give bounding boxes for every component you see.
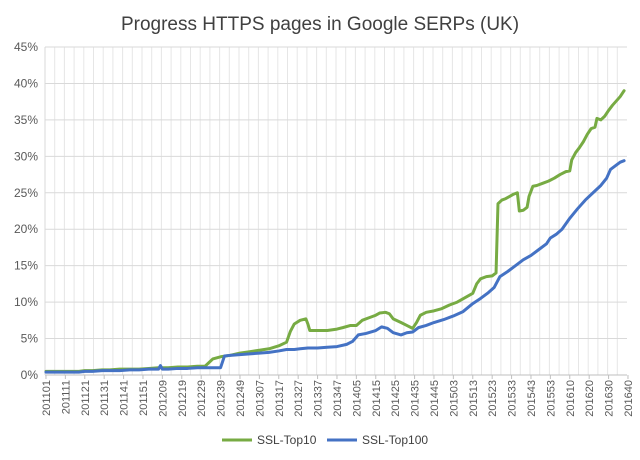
legend-label: SSL-Top100 [362,433,428,447]
x-tick-label: 201209 [157,380,169,417]
y-tick-label: 35% [14,113,38,127]
series-lines [44,89,626,374]
x-tick-label: 201425 [390,380,402,417]
y-axis: 0% 5% 10% 15% 20% 25% 30% 35% 40% 45% [14,40,38,382]
x-tick-label: 201513 [468,380,480,417]
x-tick-label: 201405 [351,380,363,417]
x-tick-label: 201435 [410,380,422,417]
x-tick-label: 201131 [99,380,111,416]
y-tick-label: 20% [14,222,38,236]
y-tick-label: 10% [14,295,38,309]
y-tick-label: 40% [14,76,38,90]
x-tick-label: 201229 [196,380,208,417]
y-tick-label: 15% [14,259,38,273]
x-axis: 201101 201111 201121 201131 201141 201151 2012… [41,375,635,417]
y-tick-label: 5% [21,332,39,346]
y-tick-label: 0% [21,368,39,382]
x-tick-label: 201141 [119,380,131,416]
x-tick-label: 201553 [545,380,557,417]
x-tick-label: 201219 [177,380,189,417]
x-tick-label: 201445 [429,380,441,417]
x-tick-label: 201630 [604,380,616,417]
y-tick-label: 25% [14,186,38,200]
x-tick-label: 201523 [487,380,499,417]
x-tick-label: 201307 [254,380,266,417]
gridlines [44,46,627,376]
x-tick-label: 201327 [293,380,305,417]
y-tick-label: 30% [14,149,38,163]
x-tick-label: 201347 [332,380,344,417]
legend: SSL-Top10 SSL-Top100 [222,433,428,447]
x-tick-label: 201415 [371,380,383,417]
x-tick-label: 201101 [41,380,53,416]
x-tick-label: 201337 [313,380,325,417]
x-tick-label: 201503 [448,380,460,417]
x-tick-label: 201151 [138,380,150,416]
chart-title: Progress HTTPS pages in Google SERPs (UK… [121,14,519,35]
x-tick-label: 201111 [60,380,72,414]
x-tick-label: 201620 [584,380,596,417]
x-tick-label: 201317 [274,380,286,417]
series-line-ssl-top100 [44,159,626,374]
x-tick-label: 201533 [507,380,519,417]
x-tick-label: 201543 [526,380,538,417]
x-tick-label: 201239 [216,380,228,417]
x-tick-label: 201640 [623,380,635,417]
x-tick-label: 201121 [80,380,92,416]
y-tick-label: 45% [14,40,38,54]
x-tick-label: 201249 [235,380,247,417]
x-tick-label: 201610 [565,380,577,417]
legend-label: SSL-Top10 [257,433,317,447]
